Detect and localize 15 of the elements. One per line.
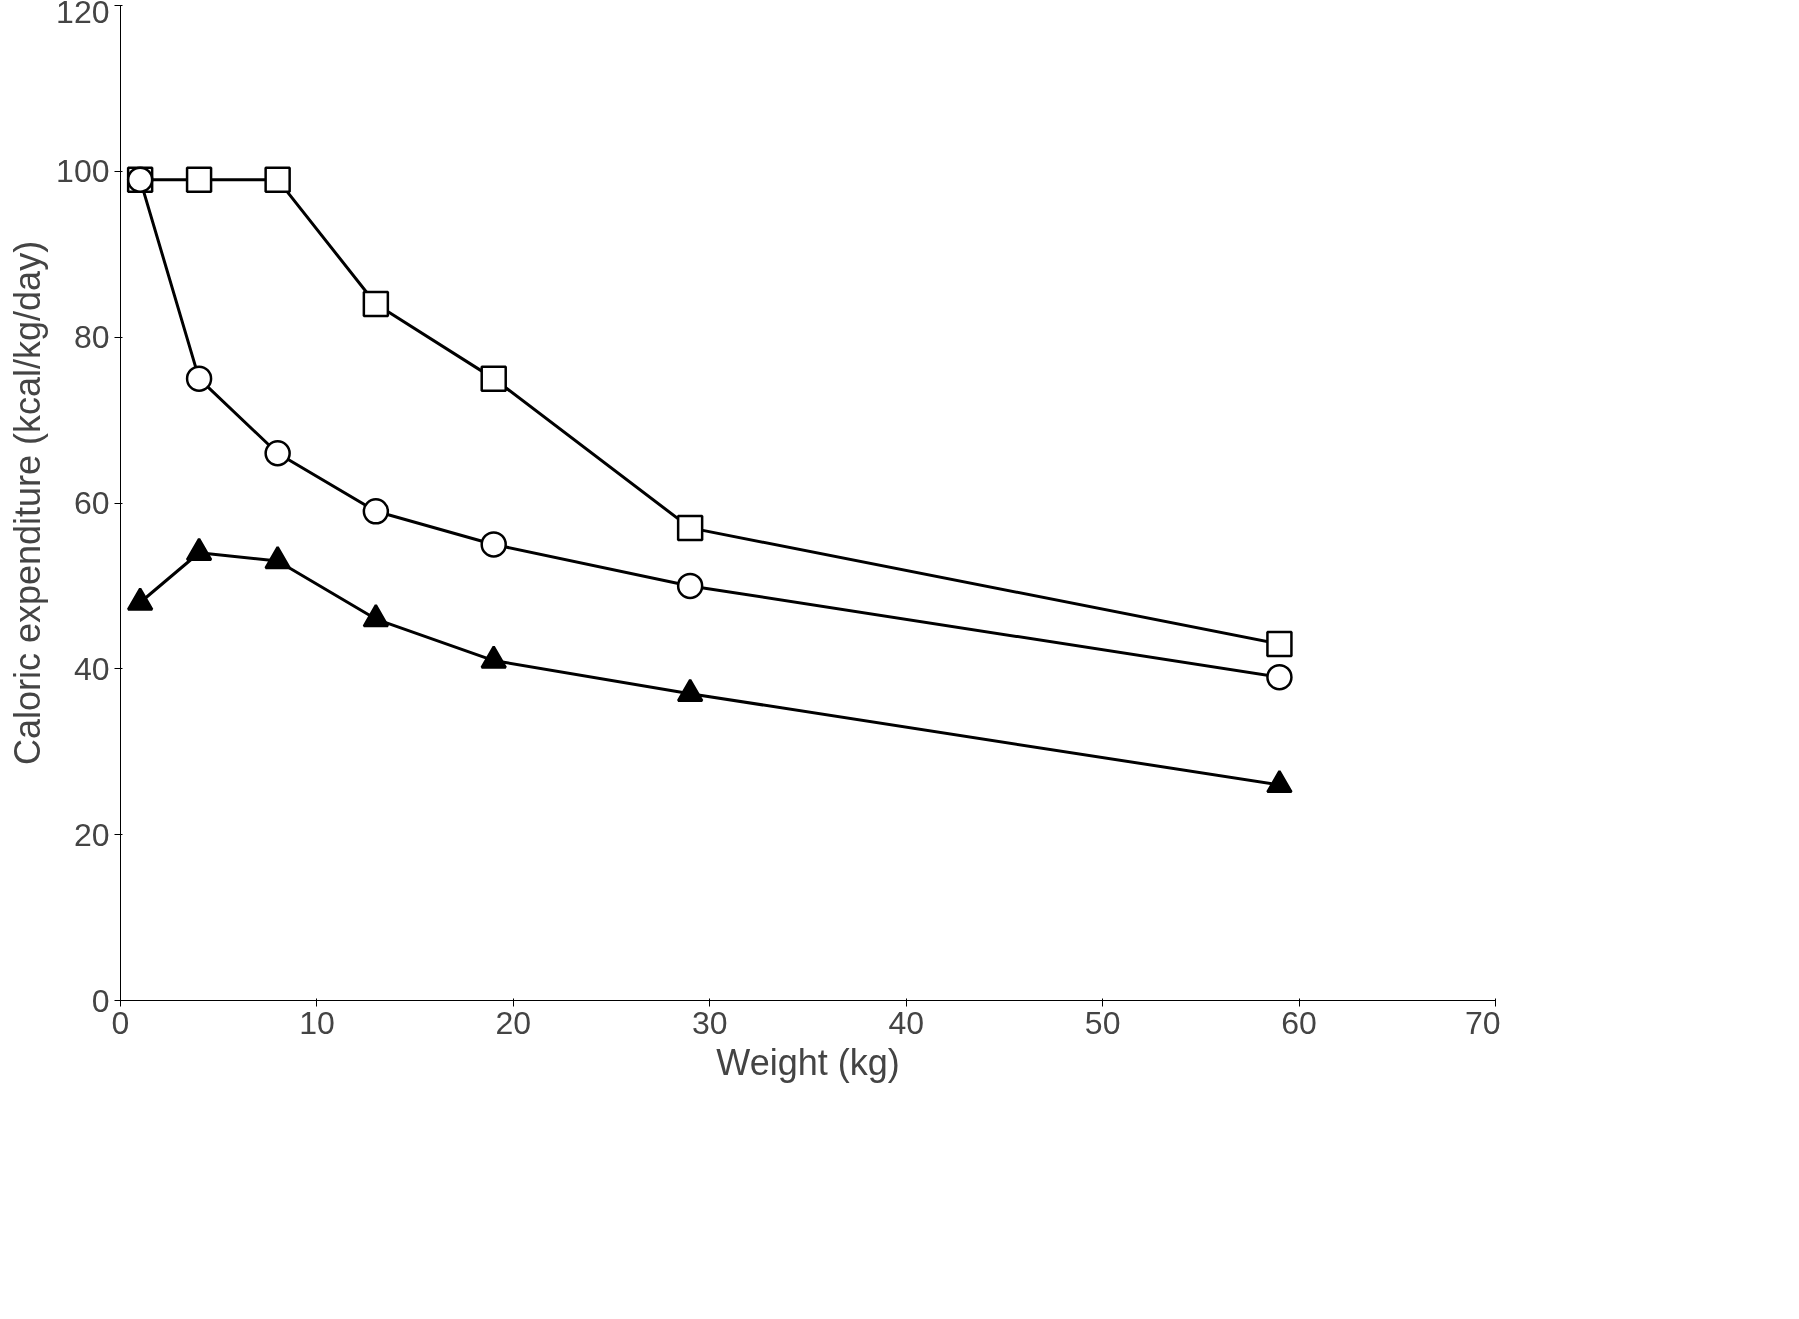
y-axis-title: Caloric expenditure (kcal/kg/day) [7, 240, 49, 766]
x-axis-title: Weight (kg) [716, 1041, 900, 1083]
y-tick-label: 20 [73, 816, 110, 853]
y-tick-label: 100 [56, 153, 110, 190]
x-tick-label: 20 [495, 1004, 532, 1041]
y-tick-label: 120 [56, 0, 110, 30]
x-tick-label: 10 [299, 1004, 335, 1041]
x-tick-label: 70 [1464, 1004, 1501, 1041]
x-tick-label: 60 [1281, 1004, 1317, 1041]
y-tick-label: 40 [73, 650, 110, 687]
x-tick-label: 30 [691, 1004, 728, 1041]
x-tick-label: 40 [888, 1004, 925, 1041]
y-tick-label: 80 [73, 319, 110, 356]
y-tick-label: 60 [73, 485, 110, 521]
x-tick-label: 50 [1084, 1004, 1121, 1041]
